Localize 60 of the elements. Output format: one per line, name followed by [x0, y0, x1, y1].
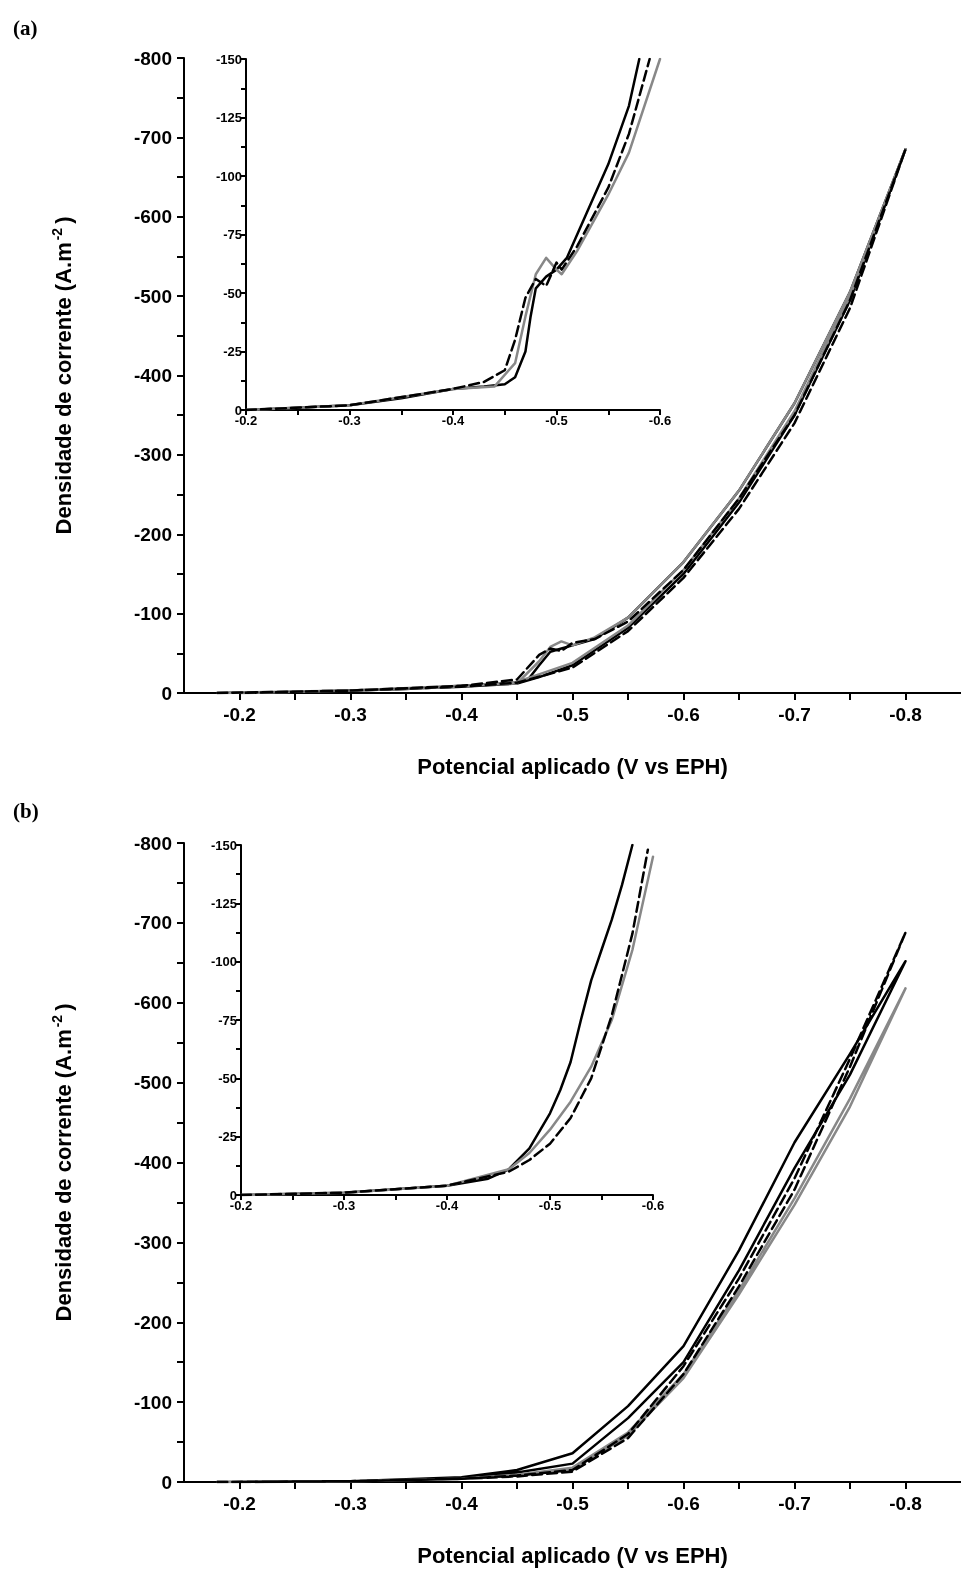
chart-title: (a) — [13, 15, 38, 40]
y-tick-label: -500 — [133, 285, 172, 307]
y-tick-label: -100 — [133, 603, 172, 625]
x-tick-label: -0.8 — [889, 1493, 922, 1514]
x-tick-label: -0.3 — [338, 413, 361, 428]
x-tick-label: -0.4 — [441, 413, 465, 428]
x-tick-label: -0.5 — [556, 1493, 590, 1514]
x-tick-label: -0.7 — [778, 1493, 811, 1514]
y-tick-label: -150 — [215, 51, 242, 67]
y-tick-label: -200 — [133, 1311, 172, 1333]
y-tick-label: -500 — [133, 1072, 172, 1094]
y-tick-label: -150 — [210, 837, 237, 853]
y-axis-title: Densidade de corrente (A.m-2) — [49, 1003, 76, 1322]
y-tick-label: -50 — [218, 1070, 237, 1086]
x-tick-label: -0.4 — [445, 1493, 479, 1514]
y-tick-label: -75 — [218, 1012, 237, 1028]
y-tick-label: -125 — [215, 110, 242, 125]
y-tick-label: -100 — [210, 954, 237, 970]
y-tick-label: -100 — [133, 1391, 172, 1413]
x-axis-title: Potencial aplicado (V vs EPH) — [417, 1542, 728, 1568]
x-tick-label: -0.2 — [229, 1198, 253, 1213]
y-tick-label: 0 — [161, 682, 172, 704]
y-tick-label: -400 — [133, 1152, 172, 1173]
y-tick-label: -200 — [133, 523, 172, 545]
x-tick-label: -0.4 — [435, 1198, 459, 1213]
x-tick-label: -0.3 — [334, 1493, 367, 1514]
x-tick-label: -0.6 — [667, 1493, 700, 1514]
x-tick-label: -0.8 — [889, 704, 922, 725]
x-tick-label: -0.6 — [667, 704, 700, 725]
y-tick-label: -400 — [133, 365, 172, 386]
x-tick-label: -0.2 — [223, 704, 256, 725]
x-axis-title: Potencial aplicado (V vs EPH) — [417, 753, 728, 779]
x-tick-label: -0.3 — [332, 1198, 356, 1213]
y-tick-label: -700 — [133, 126, 172, 148]
y-tick-label: -600 — [133, 206, 172, 228]
y-tick-label: -75 — [223, 227, 242, 242]
y-tick-label: -25 — [218, 1129, 237, 1145]
x-tick-label: -0.5 — [556, 704, 590, 725]
y-tick-label: -700 — [133, 912, 172, 934]
y-axis-title: Densidade de corrente (A.m-2) — [49, 216, 76, 535]
y-tick-label: 0 — [161, 1471, 172, 1493]
x-tick-label: -0.3 — [334, 704, 367, 725]
x-tick-label: -0.5 — [545, 413, 568, 428]
y-tick-label: -50 — [223, 285, 242, 301]
y-tick-label: -800 — [133, 832, 172, 854]
chart-title: (b) — [13, 798, 39, 823]
y-tick-label: -300 — [133, 1231, 172, 1253]
x-tick-label: -0.7 — [778, 704, 811, 725]
y-tick-label: -100 — [215, 168, 242, 184]
x-tick-label: -0.6 — [648, 413, 672, 428]
x-tick-label: -0.4 — [445, 704, 479, 725]
y-tick-label: -25 — [223, 344, 242, 359]
x-tick-label: -0.2 — [223, 1493, 256, 1514]
y-tick-label: -800 — [133, 47, 172, 69]
x-tick-label: -0.5 — [538, 1198, 562, 1213]
y-tick-label: -125 — [210, 895, 237, 911]
y-tick-label: -600 — [133, 992, 172, 1014]
y-tick-label: -300 — [133, 444, 172, 466]
x-tick-label: -0.6 — [641, 1198, 665, 1213]
x-tick-label: -0.2 — [234, 413, 258, 428]
